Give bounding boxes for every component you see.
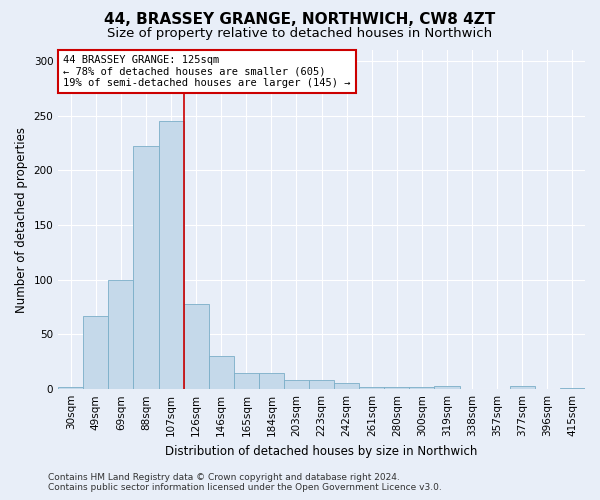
Bar [184,304,209,389]
Bar [510,386,535,389]
Bar [58,387,83,389]
Bar [560,388,585,389]
Bar [309,380,334,389]
Bar [83,316,109,389]
Text: Size of property relative to detached houses in Northwich: Size of property relative to detached ho… [107,28,493,40]
Bar [359,387,385,389]
Bar [109,280,133,389]
Bar [434,386,460,389]
Bar [133,146,158,389]
Bar [284,380,309,389]
Y-axis label: Number of detached properties: Number of detached properties [15,126,28,312]
Text: Contains HM Land Registry data © Crown copyright and database right 2024.
Contai: Contains HM Land Registry data © Crown c… [48,473,442,492]
X-axis label: Distribution of detached houses by size in Northwich: Distribution of detached houses by size … [166,444,478,458]
Bar [259,373,284,389]
Bar [409,387,434,389]
Bar [234,373,259,389]
Bar [334,382,359,389]
Text: 44 BRASSEY GRANGE: 125sqm
← 78% of detached houses are smaller (605)
19% of semi: 44 BRASSEY GRANGE: 125sqm ← 78% of detac… [64,55,351,88]
Bar [209,356,234,389]
Text: 44, BRASSEY GRANGE, NORTHWICH, CW8 4ZT: 44, BRASSEY GRANGE, NORTHWICH, CW8 4ZT [104,12,496,28]
Bar [158,121,184,389]
Bar [385,387,409,389]
